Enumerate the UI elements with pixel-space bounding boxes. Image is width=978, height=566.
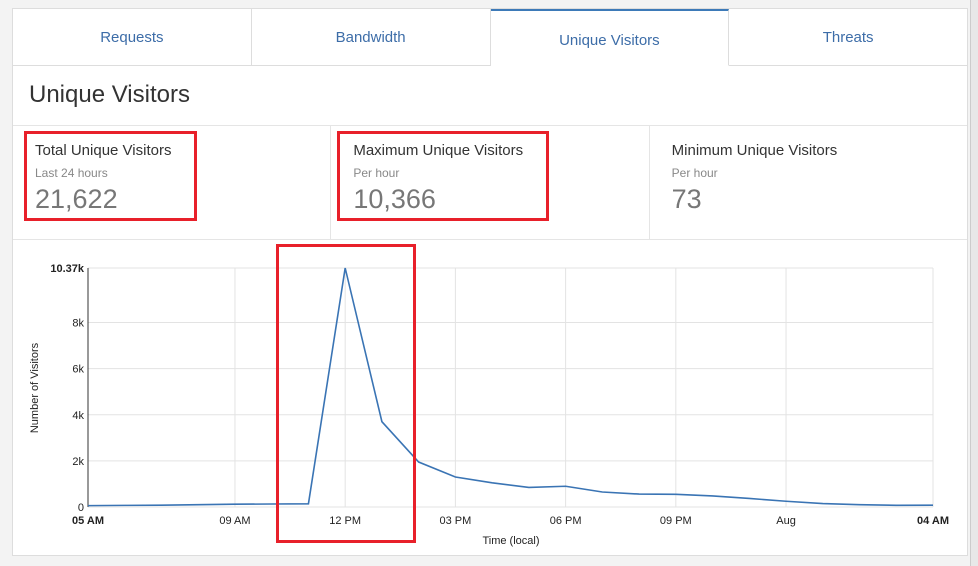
stat-sub: Last 24 hours (35, 166, 108, 180)
stat-heading: Minimum Unique Visitors (671, 142, 838, 159)
tab-requests[interactable]: Requests (13, 9, 252, 65)
x-tick-label: 03 PM (439, 515, 471, 527)
scrollbar[interactable] (970, 0, 978, 566)
y-tick-label: 2k (72, 456, 84, 468)
series-line (87, 267, 934, 507)
y-tick-label: 4k (72, 410, 84, 422)
x-tick-label: 04 AM (917, 515, 949, 527)
page-title: Unique Visitors (29, 81, 190, 108)
stat-value: 21,622 (35, 184, 118, 214)
stat-sub: Per hour (353, 166, 400, 180)
y-tick-label: 6k (72, 364, 84, 376)
stat-sub: Per hour (671, 166, 718, 180)
stat-value: 73 (671, 184, 702, 214)
tab-unique-visitors[interactable]: Unique Visitors (490, 9, 730, 66)
x-tick-label: 05 AM (72, 515, 104, 527)
stat-value: 10,366 (353, 184, 436, 214)
stat-maximum: Maximum Unique Visitors Per hour 10,366 (331, 126, 650, 239)
x-tick-label: 09 PM (660, 515, 692, 527)
y-axis-label: Number of Visitors (29, 342, 41, 433)
x-axis-ticks: 05 AM 09 AM 12 PM 03 PM 06 PM 09 PM Aug 04 AM (72, 515, 949, 527)
x-tick-label: Aug (776, 515, 796, 527)
x-axis-label: Time (local) (482, 535, 539, 547)
stat-total: Total Unique Visitors Last 24 hours 21,6… (13, 126, 332, 239)
stats-row: Total Unique Visitors Last 24 hours 21,6… (13, 125, 967, 240)
y-tick-label: 10.37k (50, 263, 85, 275)
y-tick-label: 8k (72, 318, 84, 330)
x-tick-label: 06 PM (550, 515, 582, 527)
unique-visitors-panel: Requests Bandwidth Unique Visitors Threa… (12, 8, 968, 556)
chart-grid (87, 267, 934, 508)
tab-threats[interactable]: Threats (822, 28, 874, 46)
y-tick-label: 0 (78, 502, 84, 514)
x-tick-label: 09 AM (219, 515, 250, 527)
stat-heading: Maximum Unique Visitors (353, 142, 524, 159)
tab-bar: Requests Bandwidth Unique Visitors Threa… (13, 9, 967, 66)
stat-minimum: Minimum Unique Visitors Per hour 73 (650, 126, 967, 239)
tab-bandwidth[interactable]: Bandwidth (252, 9, 491, 65)
x-tick-label: 12 PM (329, 515, 361, 527)
stat-heading: Total Unique Visitors (35, 142, 172, 159)
y-axis-ticks: 0 2k 4k 6k 8k 10.37k (50, 263, 85, 514)
